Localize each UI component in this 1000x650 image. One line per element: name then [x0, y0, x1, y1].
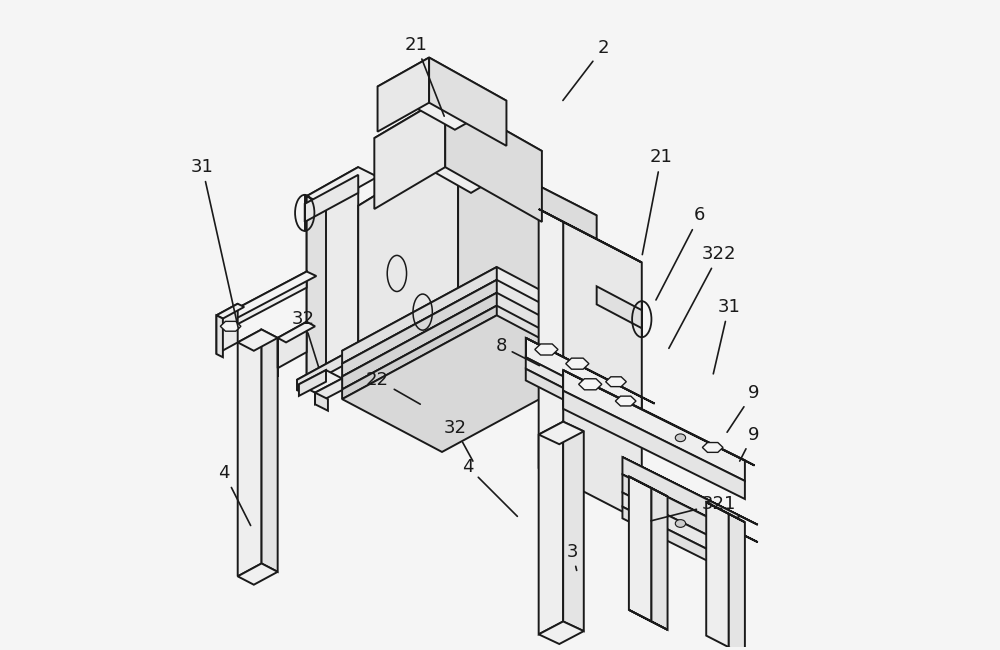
Polygon shape [358, 144, 597, 277]
Polygon shape [378, 58, 506, 130]
Polygon shape [622, 474, 758, 542]
Polygon shape [526, 358, 642, 428]
Ellipse shape [675, 434, 686, 441]
Polygon shape [597, 287, 642, 328]
Polygon shape [378, 58, 429, 132]
Polygon shape [315, 393, 328, 411]
Text: 21: 21 [405, 36, 444, 116]
Polygon shape [445, 96, 542, 222]
Polygon shape [702, 443, 723, 452]
Polygon shape [622, 457, 758, 525]
Polygon shape [238, 330, 262, 577]
Polygon shape [238, 564, 278, 585]
Polygon shape [606, 377, 626, 387]
Polygon shape [374, 96, 445, 209]
Polygon shape [622, 474, 738, 551]
Polygon shape [539, 621, 584, 644]
Polygon shape [374, 96, 542, 193]
Polygon shape [622, 507, 738, 577]
Polygon shape [706, 502, 745, 522]
Polygon shape [342, 267, 497, 363]
Text: 22: 22 [366, 370, 420, 404]
Ellipse shape [675, 519, 686, 527]
Polygon shape [307, 167, 378, 206]
Polygon shape [622, 457, 738, 532]
Polygon shape [238, 330, 278, 351]
Polygon shape [299, 370, 342, 393]
Polygon shape [629, 476, 651, 621]
Polygon shape [297, 341, 390, 391]
Polygon shape [342, 306, 597, 442]
Polygon shape [629, 476, 668, 497]
Text: 32: 32 [292, 309, 319, 367]
Text: 4: 4 [218, 464, 251, 525]
Polygon shape [535, 344, 558, 355]
Polygon shape [218, 272, 316, 323]
Text: 321: 321 [651, 495, 736, 521]
Text: 31: 31 [191, 158, 238, 329]
Text: 322: 322 [669, 245, 736, 348]
Text: 31: 31 [713, 298, 740, 374]
Polygon shape [563, 370, 745, 481]
Text: 8: 8 [496, 337, 539, 366]
Polygon shape [342, 280, 597, 417]
Polygon shape [526, 369, 642, 439]
Polygon shape [307, 167, 358, 383]
Polygon shape [563, 391, 745, 499]
Polygon shape [342, 292, 497, 389]
Polygon shape [563, 222, 642, 521]
Polygon shape [342, 267, 597, 404]
Polygon shape [342, 315, 597, 452]
Polygon shape [563, 422, 584, 631]
Polygon shape [539, 422, 584, 444]
Text: 9: 9 [727, 384, 759, 432]
Polygon shape [315, 378, 342, 404]
Polygon shape [307, 196, 326, 393]
Polygon shape [579, 379, 602, 390]
Polygon shape [651, 488, 668, 630]
Polygon shape [262, 330, 278, 572]
Polygon shape [299, 370, 326, 396]
Polygon shape [539, 209, 642, 263]
Polygon shape [216, 304, 244, 318]
Polygon shape [539, 209, 563, 481]
Polygon shape [629, 610, 668, 630]
Polygon shape [218, 272, 307, 335]
Text: 4: 4 [462, 458, 517, 516]
Polygon shape [342, 306, 497, 399]
Polygon shape [342, 292, 597, 430]
Polygon shape [615, 396, 636, 406]
Polygon shape [539, 422, 563, 634]
Text: 2: 2 [563, 39, 609, 101]
Polygon shape [563, 370, 755, 465]
Polygon shape [526, 338, 655, 404]
Polygon shape [278, 322, 307, 368]
Polygon shape [220, 321, 241, 332]
Polygon shape [526, 338, 642, 417]
Polygon shape [278, 322, 315, 343]
Polygon shape [429, 58, 506, 146]
Polygon shape [566, 358, 589, 369]
Polygon shape [729, 514, 745, 650]
Polygon shape [358, 144, 458, 354]
Polygon shape [622, 493, 738, 565]
Polygon shape [706, 502, 729, 647]
Polygon shape [216, 315, 223, 358]
Polygon shape [458, 144, 597, 363]
Text: 21: 21 [642, 148, 673, 255]
Text: 9: 9 [740, 426, 759, 461]
Text: 6: 6 [656, 207, 705, 300]
Text: 3: 3 [566, 543, 578, 571]
Polygon shape [342, 280, 497, 376]
Text: 32: 32 [443, 419, 473, 461]
Polygon shape [305, 175, 358, 222]
Polygon shape [297, 341, 368, 391]
Polygon shape [216, 304, 238, 354]
